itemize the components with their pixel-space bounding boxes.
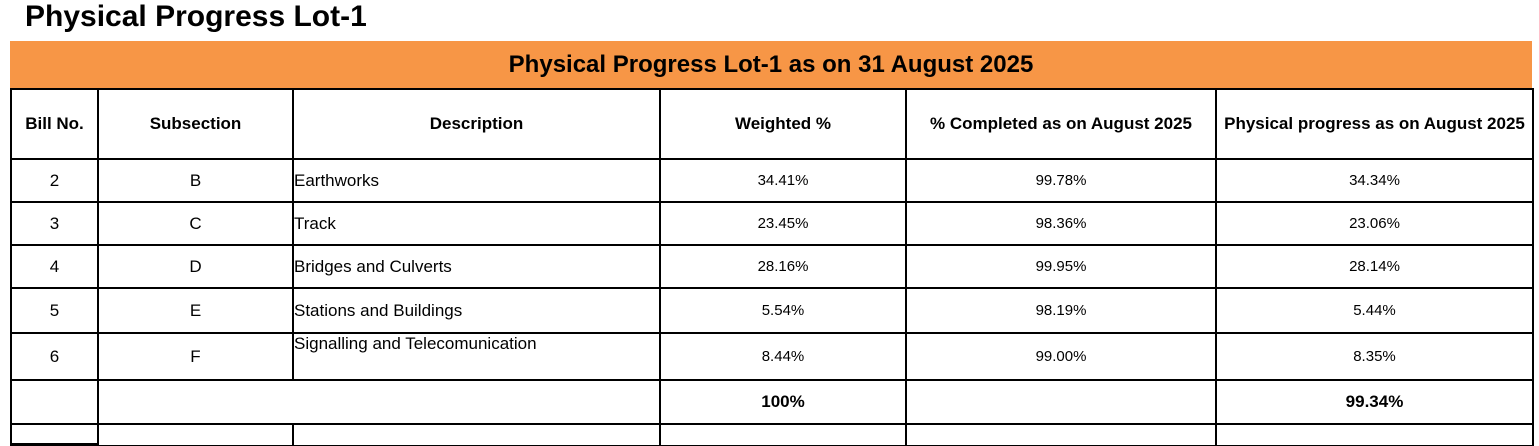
cell-subsection: E	[97, 287, 294, 334]
header-cell-bill-no: Bill No.	[10, 88, 99, 160]
cell-subsection: F	[97, 332, 294, 381]
cell-weighted: 28.16%	[659, 244, 907, 289]
total-cell-physical: 99.34%	[1215, 379, 1534, 425]
table-row: 6 F Signalling and Telecomunication 8.44…	[10, 332, 1534, 381]
cell-description: Bridges and Culverts	[292, 244, 661, 289]
cell-description: Earthworks	[292, 158, 661, 203]
progress-table: Bill No. Subsection Description Weighted…	[10, 88, 1534, 446]
cell-physical: 23.06%	[1215, 201, 1534, 246]
cell-subsection: B	[97, 158, 294, 203]
cell-physical: 28.14%	[1215, 244, 1534, 289]
cell-weighted: 23.45%	[659, 201, 907, 246]
total-cell-completed	[905, 379, 1217, 425]
banner-title: Physical Progress Lot-1 as on 31 August …	[508, 50, 1034, 78]
cell-weighted: 5.54%	[659, 287, 907, 334]
cell-physical: 5.44%	[1215, 287, 1534, 334]
cell-bill-no: 3	[10, 201, 99, 246]
cell-subsection: D	[97, 244, 294, 289]
cell-bill-no: 4	[10, 244, 99, 289]
header-cell-weighted: Weighted %	[659, 88, 907, 160]
page-title: Physical Progress Lot-1	[25, 0, 367, 33]
banner: Physical Progress Lot-1 as on 31 August …	[10, 41, 1532, 88]
cell-weighted: 34.41%	[659, 158, 907, 203]
next-row-partial	[10, 423, 1534, 446]
cell-subsection: C	[97, 201, 294, 246]
cell-physical: 34.34%	[1215, 158, 1534, 203]
cell-completed: 99.00%	[905, 332, 1217, 381]
cell-bill-no: 2	[10, 158, 99, 203]
header-cell-physical: Physical progress as on August 2025	[1215, 88, 1534, 160]
cell-bill-no: 5	[10, 287, 99, 334]
cell-physical: 8.35%	[1215, 332, 1534, 381]
table-row: 4 D Bridges and Culverts 28.16% 99.95% 2…	[10, 244, 1534, 289]
cell-description: Stations and Buildings	[292, 287, 661, 334]
total-cell-weighted: 100%	[659, 379, 907, 425]
header-row: Bill No. Subsection Description Weighted…	[10, 88, 1534, 160]
table-row: 5 E Stations and Buildings 5.54% 98.19% …	[10, 287, 1534, 334]
header-cell-completed: % Completed as on August 2025	[905, 88, 1217, 160]
cell-weighted: 8.44%	[659, 332, 907, 381]
cell-description: Signalling and Telecomunication	[292, 332, 661, 381]
cell-completed: 99.78%	[905, 158, 1217, 203]
next-section-top-border	[10, 443, 99, 446]
header-cell-subsection: Subsection	[97, 88, 294, 160]
cell-completed: 99.95%	[905, 244, 1217, 289]
total-cell-bill-no	[10, 379, 99, 425]
cell-description: Track	[292, 201, 661, 246]
total-row: 100% 99.34%	[10, 379, 1534, 425]
cell-completed: 98.36%	[905, 201, 1217, 246]
cell-bill-no: 6	[10, 332, 99, 381]
table-row: 2 B Earthworks 34.41% 99.78% 34.34%	[10, 158, 1534, 203]
total-cell-merged	[97, 379, 661, 425]
header-cell-description: Description	[292, 88, 661, 160]
table-row: 3 C Track 23.45% 98.36% 23.06%	[10, 201, 1534, 246]
cell-completed: 98.19%	[905, 287, 1217, 334]
